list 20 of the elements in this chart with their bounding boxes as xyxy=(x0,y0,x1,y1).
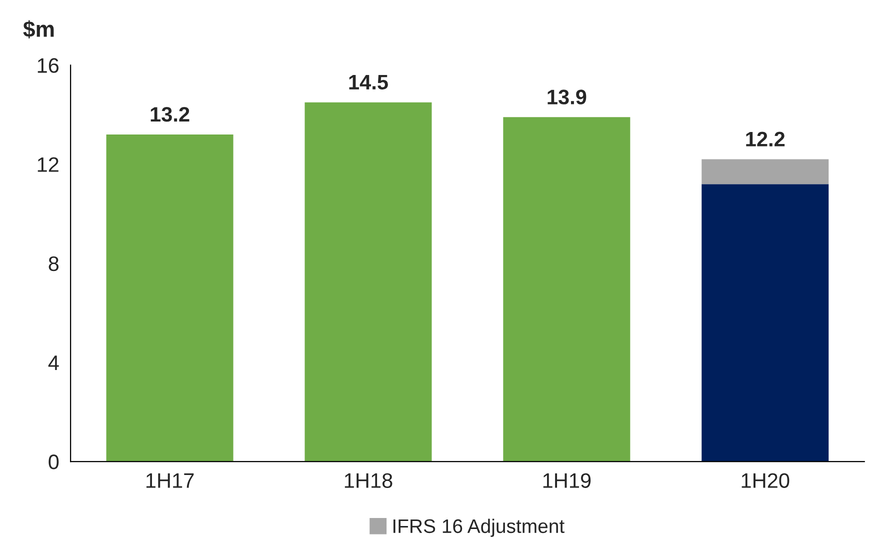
x-tick-label: 1H19 xyxy=(543,473,591,488)
bar xyxy=(304,102,432,462)
bar xyxy=(106,134,234,462)
y-tick-label: 4 xyxy=(48,356,59,370)
x-tick-label: 1H18 xyxy=(344,473,392,488)
y-axis-title: $m xyxy=(23,20,54,38)
bar xyxy=(702,159,829,184)
y-tick-label: 0 xyxy=(48,454,59,470)
total-label: 12.2 xyxy=(746,132,785,146)
total-label: 13.2 xyxy=(150,106,190,122)
y-tick-label: 12 xyxy=(38,157,58,172)
bar xyxy=(503,117,630,462)
x-tick-label: 1H20 xyxy=(742,473,790,488)
legend-label: IFRS 16 Adjustment xyxy=(393,518,564,537)
total-label: 13.9 xyxy=(548,90,586,104)
bar xyxy=(702,184,829,462)
y-tick-label: 8 xyxy=(48,256,59,272)
y-tick-label: 16 xyxy=(38,58,59,73)
total-label: 14.5 xyxy=(349,74,388,90)
x-tick-label: 1H17 xyxy=(146,473,194,488)
